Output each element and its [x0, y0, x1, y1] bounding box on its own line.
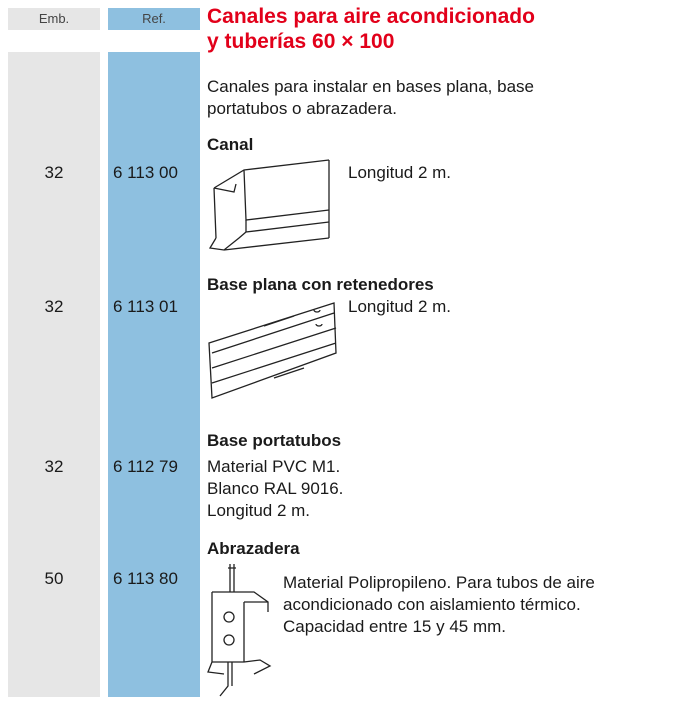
product-name: Base plana con retenedores: [207, 275, 434, 294]
title-line: y tuberías 60 × 100: [207, 30, 395, 53]
abrazadera-image: [207, 564, 272, 697]
detail-line: Material Polipropileno. Para tubos de ai…: [283, 573, 595, 592]
title-line: Canales para aire acondicionado: [207, 5, 535, 28]
detail-line: Capacidad entre 15 y 45 mm.: [283, 617, 507, 636]
intro: Canales para instalar en bases plana, ba…: [207, 76, 534, 120]
product-details: Material Polipropileno. Para tubos de ai…: [283, 572, 595, 638]
base-plana-image: [208, 302, 337, 399]
product-details: Material PVC M1. Blanco RAL 9016. Longit…: [207, 456, 343, 522]
product-name: Base portatubos: [207, 431, 342, 450]
emb-header: Emb.: [8, 8, 100, 30]
title: Canales para aire acondicionado y tuberí…: [207, 4, 535, 54]
detail-line: Longitud 2 m.: [207, 501, 311, 520]
emb-value: 32: [44, 297, 64, 316]
ref-value: 6 113 01: [113, 297, 178, 316]
ref-header: Ref.: [108, 8, 200, 30]
detail-line: acondicionado con aislamiento térmico.: [283, 595, 581, 614]
product-name: Canal: [207, 135, 254, 154]
product-name: Abrazadera: [207, 539, 300, 558]
ref-value: 6 113 80: [113, 569, 178, 588]
emb-value: 32: [44, 457, 64, 476]
emb-column: [8, 52, 100, 697]
ref-column: [108, 52, 200, 697]
product-detail: Longitud 2 m.: [348, 297, 452, 316]
intro-line: portatubos o abrazadera.: [207, 99, 397, 118]
emb-value: 32: [44, 163, 64, 182]
ref-value: 6 112 79: [113, 457, 178, 476]
intro-line: Canales para instalar en bases plana, ba…: [207, 77, 534, 96]
detail-line: Material PVC M1.: [207, 457, 341, 476]
detail-line: Blanco RAL 9016.: [207, 479, 344, 498]
ref-value: 6 113 00: [113, 163, 178, 182]
canal-image: [208, 159, 330, 251]
emb-value: 50: [44, 569, 64, 588]
product-detail: Longitud 2 m.: [348, 163, 452, 182]
